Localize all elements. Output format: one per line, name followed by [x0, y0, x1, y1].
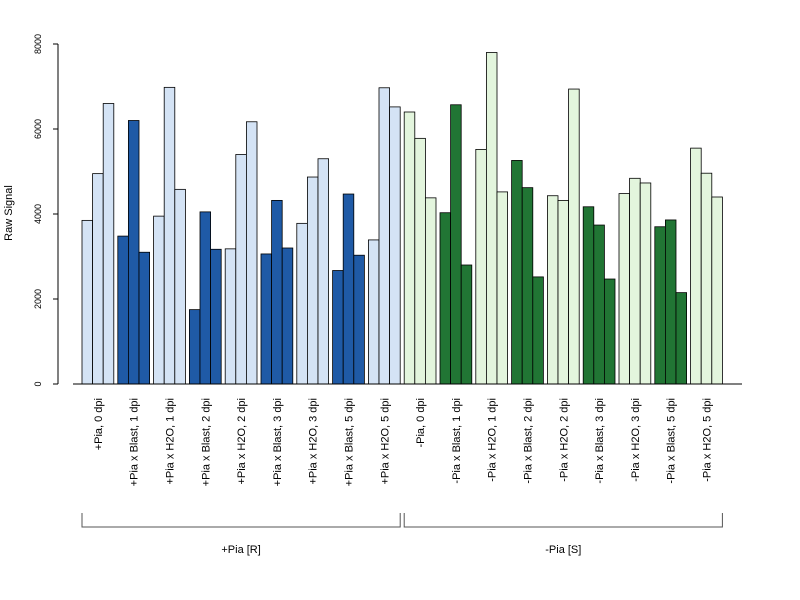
bar [296, 222, 308, 385]
bar [618, 193, 631, 385]
x-category-label: +Pia x Blast, 5 dpi [344, 398, 356, 486]
bar [199, 211, 212, 385]
bar [547, 195, 559, 385]
group-brackets-layer: +Pia [R] -Pia [S] [81, 513, 723, 556]
x-category-label: +Pia x H2O, 3 dpi [308, 398, 320, 485]
y-tick-label: 6000 [33, 119, 43, 139]
bar [711, 196, 723, 385]
bar [317, 158, 330, 385]
bar [475, 148, 487, 385]
bar [604, 278, 616, 385]
x-category-label: +Pia, 0 dpi [93, 398, 105, 450]
bar [403, 111, 416, 385]
bar [665, 219, 677, 385]
category-labels-layer: +Pia, 0 dpi +Pia x Blast, 1 dpi +Pia x H2O… [93, 398, 714, 486]
bar [210, 248, 222, 385]
bar [163, 86, 176, 385]
bar [424, 197, 437, 385]
x-category-label: -Pia x H2O, 1 dpi [487, 398, 499, 482]
bar [92, 173, 104, 385]
x-category-label: -Pia x Blast, 5 dpi [666, 398, 678, 484]
bar [439, 212, 452, 385]
bar [450, 104, 462, 385]
bar [414, 137, 426, 385]
bar [654, 226, 666, 385]
bar [511, 160, 523, 385]
x-category-label: +Pia x H2O, 5 dpi [379, 398, 391, 485]
bar [342, 193, 355, 385]
bar [102, 103, 115, 385]
bar [127, 120, 140, 385]
bar [367, 239, 380, 385]
bar [675, 292, 688, 385]
bar [138, 251, 151, 385]
group-label: +Pia [R] [221, 544, 260, 556]
bar [353, 254, 365, 385]
bar [81, 219, 94, 385]
bar [389, 106, 401, 385]
bars-layer [81, 52, 723, 385]
bar [639, 182, 652, 385]
y-axis-title: Raw Signal [3, 185, 15, 241]
x-category-label: -Pia, 0 dpi [415, 398, 427, 448]
bar [281, 247, 294, 385]
bar [496, 191, 509, 385]
bar [460, 264, 473, 385]
x-category-label: +Pia x Blast, 1 dpi [129, 398, 141, 486]
bar [153, 215, 165, 385]
x-category-label: -Pia x Blast, 3 dpi [594, 398, 606, 484]
group-label: -Pia [S] [545, 544, 581, 556]
bar [521, 187, 534, 385]
bar [188, 309, 201, 385]
bar [271, 199, 283, 385]
bar [306, 176, 319, 385]
group-bracket [81, 513, 401, 528]
bar [117, 235, 129, 385]
x-category-label: +Pia x H2O, 1 dpi [165, 398, 177, 485]
x-category-label: +Pia x Blast, 3 dpi [272, 398, 284, 486]
axes-layer: 0 2000 4000 6000 8000 [33, 34, 742, 387]
y-tick-label: 4000 [33, 204, 43, 224]
bar [700, 172, 713, 385]
x-category-label: -Pia x H2O, 3 dpi [630, 398, 642, 482]
bar [629, 177, 641, 385]
bar [557, 199, 570, 385]
bar [260, 253, 273, 385]
x-category-label: -Pia x H2O, 5 dpi [702, 398, 714, 482]
bar [245, 121, 258, 385]
group-bracket [403, 513, 723, 528]
x-category-label: +Pia x H2O, 2 dpi [236, 398, 248, 485]
bar [690, 147, 702, 385]
y-tick-label: 0 [33, 381, 43, 386]
bar [235, 154, 247, 385]
x-category-label: +Pia x Blast, 2 dpi [200, 398, 212, 486]
bar [582, 206, 595, 385]
bar [378, 87, 391, 385]
bar [224, 248, 237, 385]
x-category-label: -Pia x H2O, 2 dpi [558, 398, 570, 482]
bar [174, 188, 186, 385]
bar [568, 88, 580, 385]
bar [332, 270, 344, 385]
bar [532, 276, 544, 385]
bar [593, 224, 605, 385]
x-category-label: -Pia x Blast, 1 dpi [451, 398, 463, 484]
y-tick-label: 8000 [33, 34, 43, 54]
bar [485, 52, 498, 385]
y-tick-label: 2000 [33, 289, 43, 309]
x-category-label: -Pia x Blast, 2 dpi [523, 398, 535, 484]
